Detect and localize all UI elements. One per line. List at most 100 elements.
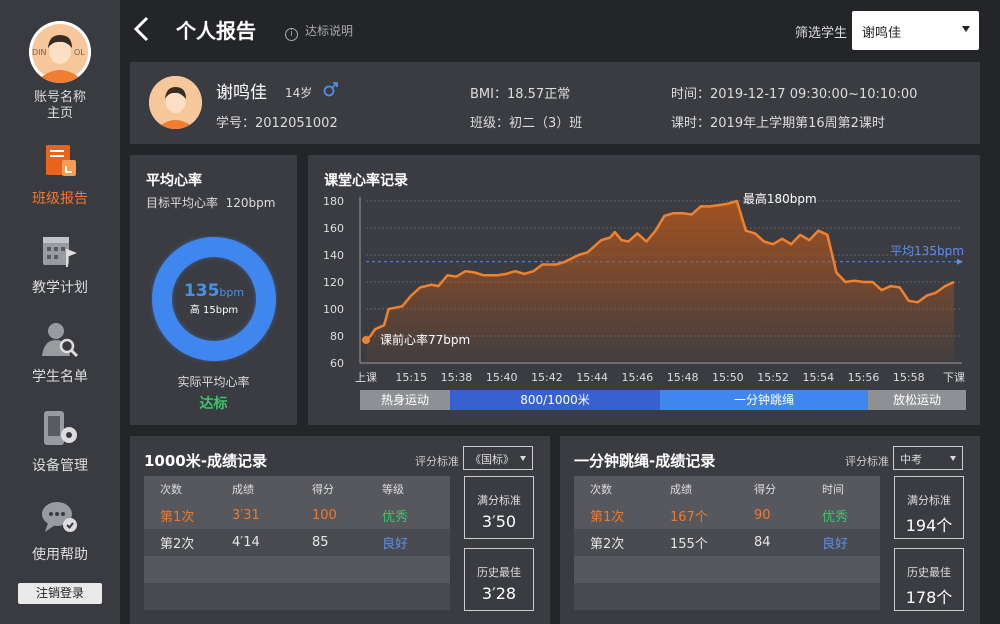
- average-hr-title: 平均心率: [146, 173, 202, 189]
- student-age: 14岁: [285, 86, 313, 100]
- cell-result: 4′14: [232, 535, 260, 550]
- start-point: [362, 336, 370, 345]
- column-header: 次数: [590, 483, 612, 496]
- table-row[interactable]: 第2次 4′14 85 良好: [144, 529, 450, 556]
- nav-class-report[interactable]: 班级报告: [0, 142, 120, 208]
- session-time: 时间：2019-12-17 09:30:00~10:10:00: [671, 87, 918, 102]
- y-tick-label: 60: [330, 357, 344, 370]
- cell-attempt: 第1次: [590, 510, 625, 525]
- run-std-select[interactable]: 《国标》: [463, 446, 533, 470]
- nav-student-list[interactable]: 学生名单: [0, 320, 120, 386]
- y-tick-label: 180: [323, 195, 344, 208]
- column-header: 时间: [822, 483, 844, 496]
- student-filter-select[interactable]: 谢鸣佳: [852, 11, 979, 50]
- column-header: 成绩: [670, 483, 692, 496]
- table-row-empty: [144, 583, 450, 610]
- nav-label: 班级报告: [32, 191, 88, 207]
- cell-score: 84: [754, 535, 771, 550]
- cell-grade: 优秀: [822, 510, 849, 525]
- run-records-table: 次数 成绩 得分 等级 第1次 3′31 100 优秀 第2次 4′14 85 …: [144, 476, 450, 610]
- column-header: 等级: [382, 483, 404, 496]
- x-tick-label: 15:48: [667, 371, 699, 384]
- run-std-value: 《国标》: [470, 453, 514, 466]
- caret-down-icon: [950, 456, 956, 461]
- nav-teaching-plan[interactable]: 教学计划: [0, 231, 120, 297]
- sidebar: DIN OL 账号名称 主页 班级报告 教学计划: [0, 0, 120, 624]
- y-tick-label: 120: [323, 276, 344, 289]
- hr-chart: 180 160 140 120 100 80 60 上课 15:15 15:38 15:40 15:4…: [323, 191, 965, 384]
- x-tick-label: 15:54: [802, 371, 834, 384]
- average-arrow-icon: [957, 258, 963, 265]
- x-tick-label: 15:46: [622, 371, 654, 384]
- cell-attempt: 第2次: [160, 537, 195, 552]
- cell-attempt: 第2次: [590, 537, 625, 552]
- column-header: 得分: [312, 483, 334, 496]
- logout-button[interactable]: 注销登录: [18, 583, 102, 604]
- rope-records-panel: 一分钟跳绳-成绩记录 评分标准 中考 次数 成绩 得分 时间 第1次 167个 …: [560, 436, 980, 624]
- x-tick-label: 15:52: [757, 371, 789, 384]
- cell-score: 100: [312, 508, 337, 523]
- full-score-value: 194个: [905, 516, 953, 535]
- table-row-empty: [144, 556, 450, 583]
- hr-area: [366, 201, 954, 363]
- cell-result: 167个: [670, 510, 708, 525]
- column-header: 次数: [160, 483, 182, 496]
- y-tick-label: 160: [323, 222, 344, 235]
- cell-result: 155个: [670, 537, 708, 552]
- average-hr-diff: 高 15bpm: [189, 305, 239, 316]
- chat-help-icon: [42, 502, 77, 532]
- table-row[interactable]: 第1次 3′31 100 优秀: [144, 502, 450, 529]
- phase-segment: 一分钟跳绳: [660, 390, 868, 410]
- back-arrow-icon[interactable]: [128, 14, 152, 44]
- nav-label: 教学计划: [32, 280, 88, 296]
- target-hr: 目标平均心率 120bpm: [146, 196, 276, 210]
- run-records-title: 1000米-成绩记录: [144, 452, 267, 470]
- rope-std-label: 评分标准: [845, 455, 889, 468]
- caret-down-icon: [520, 456, 526, 461]
- y-tick-label: 80: [330, 330, 344, 343]
- table-row-empty: [574, 556, 880, 583]
- male-icon: [323, 82, 338, 97]
- full-score-box: 满分标准 194个: [894, 476, 964, 539]
- hr-chart-panel: 课堂心率记录 180 160 140 120 100 80 60 上课 15:15 15:38 15…: [308, 155, 980, 425]
- avatar-badge-left: DIN: [32, 48, 47, 57]
- student-avatar: [149, 76, 202, 129]
- table-row[interactable]: 第2次 155个 84 良好: [574, 529, 880, 556]
- best-score-box: 历史最佳 178个: [894, 548, 964, 611]
- x-tick-label: 上课: [355, 371, 377, 384]
- rope-std-select[interactable]: 中考: [893, 446, 963, 470]
- best-score-box: 历史最佳 3′28: [464, 548, 534, 611]
- x-tick-label: 15:42: [531, 371, 563, 384]
- nav-device-manage[interactable]: 设备管理: [0, 409, 120, 475]
- header: 个人报告 i 达标说明 筛选学生 谢鸣佳: [120, 0, 1000, 60]
- full-score-label: 满分标准: [907, 494, 951, 507]
- avatar-badge-right: OL: [74, 48, 85, 57]
- account-avatar[interactable]: DIN OL: [29, 21, 91, 83]
- rope-records-table: 次数 成绩 得分 时间 第1次 167个 90 优秀 第2次 155个 84 良…: [574, 476, 880, 610]
- info-icon: i: [285, 28, 298, 41]
- nav-label: 学生名单: [32, 369, 88, 385]
- account-name[interactable]: 账号名称 主页: [33, 90, 86, 121]
- y-tick-label: 140: [323, 249, 344, 262]
- cell-grade: 良好: [382, 537, 409, 552]
- caret-down-icon: [962, 26, 970, 32]
- filter-label: 筛选学生: [795, 26, 848, 41]
- actual-hr-label: 实际平均心率: [177, 375, 250, 389]
- nav-help[interactable]: 使用帮助: [0, 498, 120, 564]
- cell-grade: 优秀: [382, 510, 409, 525]
- calendar-flag-icon: [43, 237, 77, 267]
- cell-score: 85: [312, 535, 329, 550]
- average-hr-ring: [152, 237, 276, 361]
- table-row[interactable]: 第1次 167个 90 优秀: [574, 502, 880, 529]
- y-tick-label: 100: [323, 303, 344, 316]
- page-title: 个人报告: [176, 19, 256, 43]
- phase-segment: 800/1000米: [450, 390, 660, 410]
- max-annotation: 最高180bpm: [743, 191, 817, 206]
- x-tick-label: 15:50: [712, 371, 744, 384]
- rope-records-title: 一分钟跳绳-成绩记录: [574, 452, 716, 470]
- average-hr-value: 135bpm: [183, 281, 245, 301]
- run-records-panel: 1000米-成绩记录 评分标准 《国标》 次数 成绩 得分 等级 第1次 3′3…: [130, 436, 550, 624]
- standard-info-link[interactable]: i 达标说明: [285, 22, 353, 41]
- average-hr-center: 135bpm 高 15bpm: [151, 281, 277, 316]
- nav-label: 设备管理: [32, 458, 88, 474]
